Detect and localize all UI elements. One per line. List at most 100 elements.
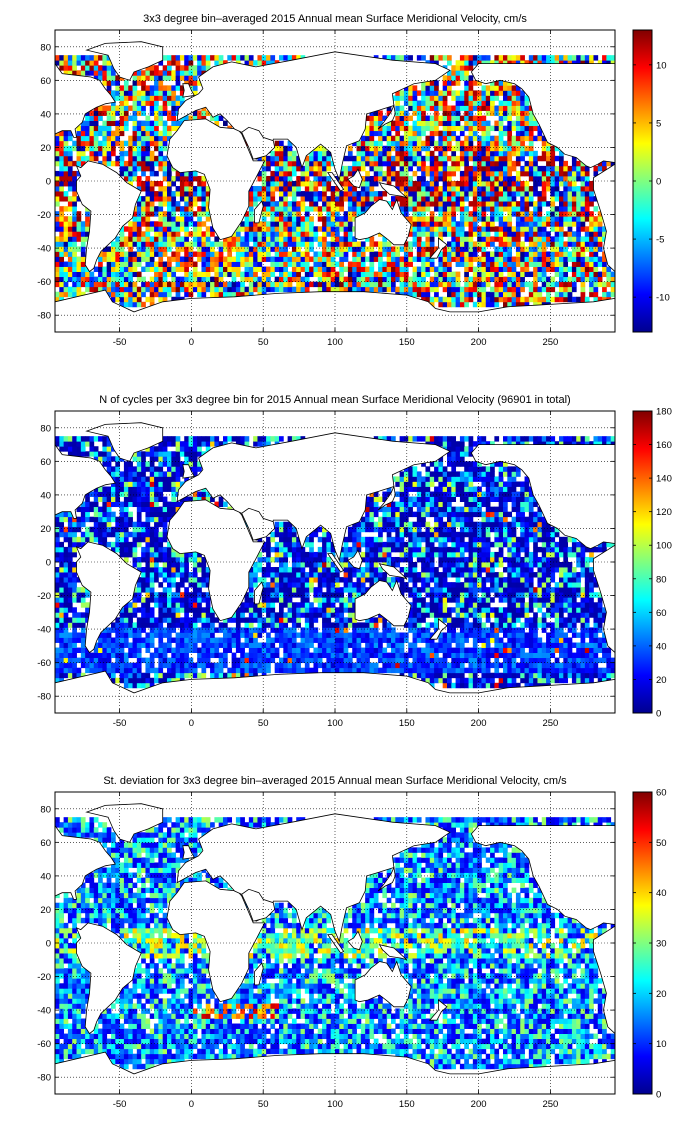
heatmap-cell <box>503 140 508 147</box>
heatmap-cell <box>93 667 99 674</box>
heatmap-cell <box>468 256 474 262</box>
heatmap-cell <box>403 150 409 157</box>
heatmap-cell <box>283 256 289 262</box>
heatmap-cell <box>214 261 220 267</box>
heatmap-cell <box>378 125 383 132</box>
heatmap-cell <box>283 637 289 643</box>
heatmap-cell <box>63 246 69 252</box>
heatmap-cell <box>576 170 581 177</box>
heatmap-cell <box>447 652 452 659</box>
heatmap-cell <box>201 662 207 669</box>
heatmap-cell <box>481 140 487 147</box>
heatmap-cell <box>184 637 189 643</box>
heatmap-cell <box>382 115 388 121</box>
heatmap-cell <box>162 281 168 288</box>
heatmap-cell <box>360 201 366 207</box>
heatmap-cell <box>421 637 426 643</box>
heatmap-cell <box>128 241 133 247</box>
heatmap-cell <box>399 55 405 61</box>
heatmap-cell <box>313 261 319 267</box>
heatmap-cell <box>459 150 465 157</box>
heatmap-cell <box>67 286 73 293</box>
heatmap-cell <box>240 672 245 679</box>
heatmap-cell <box>76 70 82 76</box>
heatmap-cell <box>304 281 310 288</box>
heatmap-cell <box>167 662 172 669</box>
heatmap-cell <box>503 201 508 207</box>
heatmap-cell <box>274 165 280 172</box>
heatmap-cell <box>515 652 521 659</box>
heatmap-cell <box>102 256 108 262</box>
heatmap-cell <box>205 186 211 192</box>
heatmap-cell <box>451 186 457 192</box>
heatmap-cell <box>343 181 349 187</box>
heatmap-cell <box>533 120 538 127</box>
heatmap-cell <box>171 647 177 653</box>
heatmap-cell <box>520 211 525 217</box>
heatmap-cell <box>550 261 556 267</box>
heatmap-cell <box>386 110 392 116</box>
heatmap-cell <box>347 286 353 293</box>
heatmap-cell <box>511 667 517 674</box>
heatmap-cell <box>261 281 267 288</box>
heatmap-cell <box>386 637 392 643</box>
heatmap-cell <box>442 637 448 643</box>
heatmap-cell <box>59 155 65 162</box>
heatmap-cell <box>459 65 465 71</box>
heatmap-cell <box>593 246 599 252</box>
heatmap-cell <box>335 281 340 288</box>
heatmap-cell <box>464 657 469 664</box>
heatmap-cell <box>378 115 383 121</box>
heatmap-cell <box>266 226 271 232</box>
heatmap-cell <box>223 241 228 247</box>
heatmap-cell <box>416 652 422 659</box>
heatmap-cell <box>472 165 478 172</box>
heatmap-cell <box>464 301 469 308</box>
heatmap-cell <box>141 100 146 106</box>
heatmap-cell <box>515 216 521 222</box>
heatmap-cell <box>270 642 276 648</box>
heatmap-cell <box>408 125 413 132</box>
heatmap-cell <box>399 165 405 172</box>
heatmap-cell <box>563 216 569 222</box>
heatmap-cell <box>287 175 293 182</box>
heatmap-cell <box>468 216 474 222</box>
heatmap-cell <box>167 211 172 217</box>
heatmap-cell <box>485 175 491 182</box>
heatmap-cell <box>589 241 594 247</box>
heatmap-cell <box>59 672 65 679</box>
heatmap-cell <box>451 115 457 121</box>
heatmap-cell <box>227 261 233 267</box>
heatmap-cell <box>119 95 125 101</box>
heatmap-cell <box>80 266 86 272</box>
heatmap-cell <box>494 145 500 152</box>
heatmap-cell <box>154 155 159 162</box>
heatmap-cell <box>55 186 60 192</box>
heatmap-cell <box>210 55 215 61</box>
heatmap-cell <box>266 281 271 288</box>
heatmap-cell <box>541 216 547 222</box>
heatmap-cell <box>399 170 405 177</box>
heatmap-cell <box>606 276 612 283</box>
heatmap-cell <box>214 256 220 262</box>
heatmap-cell <box>76 637 82 643</box>
heatmap-cell <box>515 236 521 242</box>
heatmap-cell <box>503 206 508 212</box>
heatmap-cell <box>403 186 409 192</box>
heatmap-cell <box>442 165 448 172</box>
heatmap-cell <box>171 231 177 237</box>
heatmap-cell <box>76 286 82 293</box>
heatmap-cell <box>132 682 138 689</box>
heatmap-cell <box>300 201 306 207</box>
heatmap-cell <box>235 657 241 664</box>
heatmap-cell <box>365 155 370 162</box>
heatmap-cell <box>154 120 159 127</box>
heatmap-cell <box>270 181 276 187</box>
heatmap-cell <box>352 226 357 232</box>
heatmap-cell <box>335 647 340 653</box>
heatmap-cell <box>490 291 495 298</box>
heatmap-cell <box>55 241 60 247</box>
heatmap-cell <box>528 642 534 648</box>
heatmap-cell <box>76 160 82 167</box>
heatmap-cell <box>188 221 194 227</box>
